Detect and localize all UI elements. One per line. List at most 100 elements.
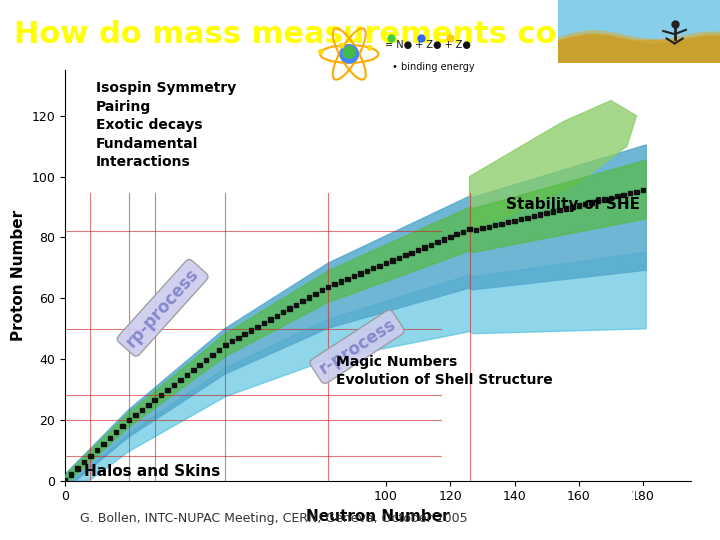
Bar — [403, 253, 408, 258]
Bar — [261, 321, 266, 325]
Bar — [294, 303, 298, 307]
Bar — [564, 206, 568, 211]
Polygon shape — [65, 252, 647, 481]
Bar — [602, 197, 607, 201]
Polygon shape — [469, 100, 636, 231]
Bar — [345, 276, 350, 281]
Text: = N● + Z● + Z●: = N● + Z● + Z● — [385, 40, 471, 50]
Text: NSCL: NSCL — [657, 521, 686, 531]
Bar — [410, 251, 414, 255]
Bar — [120, 424, 125, 428]
Bar — [159, 393, 163, 397]
Bar — [487, 225, 491, 229]
Bar — [377, 264, 382, 268]
Bar — [133, 413, 138, 417]
Text: Magic Numbers
Evolution of Shell Structure: Magic Numbers Evolution of Shell Structu… — [336, 355, 552, 387]
Bar — [140, 408, 144, 412]
Bar — [230, 339, 234, 343]
Bar — [76, 467, 80, 470]
Bar — [628, 191, 632, 195]
Bar — [63, 478, 67, 483]
Bar — [384, 261, 388, 265]
Circle shape — [367, 45, 372, 50]
Bar — [595, 199, 600, 203]
Bar — [371, 266, 375, 271]
Bar — [474, 228, 478, 232]
Bar — [256, 325, 260, 329]
Circle shape — [340, 45, 359, 63]
Y-axis label: Proton Number: Proton Number — [11, 210, 26, 341]
Bar — [577, 204, 581, 207]
Bar — [191, 368, 196, 372]
Bar — [89, 454, 93, 458]
X-axis label: Neutron Number: Neutron Number — [306, 509, 450, 524]
Bar — [333, 282, 337, 286]
Bar — [493, 223, 498, 227]
Bar — [364, 269, 369, 273]
Bar — [69, 472, 73, 477]
Text: G. Bollen, INTC-NUPAC Meeting, CERN, Geneva, October 2005: G. Bollen, INTC-NUPAC Meeting, CERN, Gen… — [80, 512, 467, 525]
Bar — [538, 212, 542, 217]
Text: r-process: r-process — [315, 315, 399, 378]
Bar — [441, 238, 446, 242]
Bar — [82, 460, 86, 464]
Bar — [236, 335, 240, 340]
Bar — [500, 221, 504, 226]
Bar — [590, 200, 594, 205]
Text: Isospin Symmetry
Pairing
Exotic decays
Fundamental
Interactions: Isospin Symmetry Pairing Exotic decays F… — [96, 82, 236, 169]
Bar — [558, 40, 720, 62]
Bar — [127, 417, 131, 422]
Text: • binding energy: • binding energy — [392, 62, 475, 72]
Bar — [557, 208, 562, 212]
Bar — [172, 383, 176, 387]
Bar — [184, 373, 189, 377]
Bar — [390, 258, 395, 262]
Bar — [339, 279, 343, 284]
Bar — [621, 193, 626, 197]
Bar — [641, 188, 645, 192]
Bar — [608, 196, 613, 200]
Bar — [467, 227, 472, 231]
Bar — [544, 211, 549, 215]
Circle shape — [319, 50, 323, 54]
Bar — [114, 430, 119, 434]
Bar — [197, 363, 202, 367]
Bar — [320, 288, 324, 293]
Bar — [461, 230, 465, 234]
Bar — [428, 242, 433, 247]
Bar — [512, 219, 517, 223]
Text: Halos and Skins: Halos and Skins — [84, 464, 220, 480]
Polygon shape — [65, 160, 647, 481]
Circle shape — [339, 43, 344, 48]
Bar — [307, 295, 311, 300]
Bar — [146, 403, 150, 407]
Bar — [166, 388, 170, 392]
Bar — [551, 210, 555, 214]
Bar — [313, 292, 318, 296]
Bar — [101, 442, 106, 446]
Bar — [281, 310, 286, 314]
Bar — [351, 274, 356, 278]
Bar — [531, 214, 536, 218]
Bar — [448, 235, 453, 239]
Text: rp-process: rp-process — [122, 265, 202, 351]
Circle shape — [343, 46, 355, 58]
Bar — [435, 240, 440, 244]
Bar — [358, 272, 363, 276]
Bar — [217, 348, 221, 352]
Bar — [153, 398, 157, 402]
Bar — [454, 232, 459, 237]
Bar — [243, 332, 247, 336]
Bar — [506, 220, 510, 224]
Polygon shape — [65, 145, 647, 481]
Bar — [615, 194, 620, 199]
Bar — [300, 299, 305, 303]
Text: Stability of SHE: Stability of SHE — [506, 197, 640, 212]
Bar — [558, 0, 720, 40]
Bar — [480, 226, 485, 231]
Bar — [268, 318, 273, 322]
Text: How do mass measurements contribute?: How do mass measurements contribute? — [14, 19, 714, 49]
Bar — [518, 217, 523, 221]
Bar — [423, 245, 427, 249]
Bar — [210, 353, 215, 357]
